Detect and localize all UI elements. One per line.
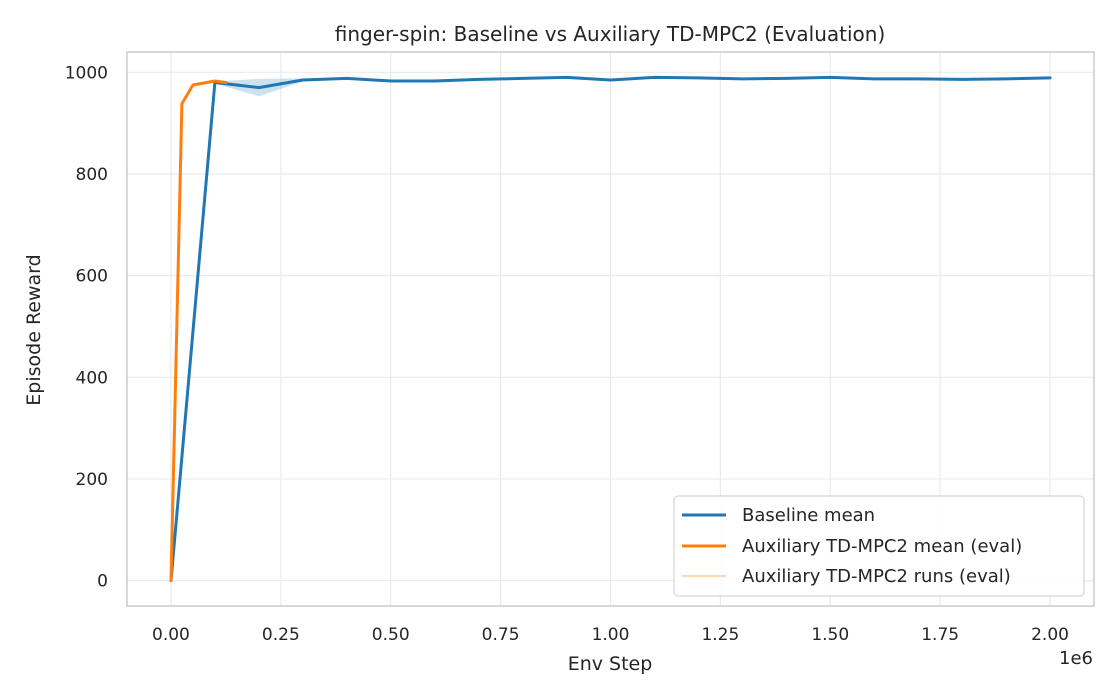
y-tick-label: 200 xyxy=(76,470,108,490)
x-tick-label: 1.00 xyxy=(592,625,630,645)
x-axis-ticks: 0.00 0.25 0.50 0.75 1.00 1.25 1.50 1.75 2.00 xyxy=(152,625,1069,645)
x-tick-label: 0.75 xyxy=(482,625,520,645)
baseline-mean-line xyxy=(169,75,1052,583)
x-tick-label: 1.25 xyxy=(701,625,739,645)
plot-frame xyxy=(126,51,1095,607)
x-tick-label: 1.75 xyxy=(921,625,959,645)
series-lines xyxy=(169,75,1052,583)
x-axis-scale-label: 1e6 xyxy=(1059,648,1093,669)
y-tick-label: 600 xyxy=(76,267,108,287)
x-tick-label: 0.50 xyxy=(372,625,410,645)
legend-label-aux-runs: Auxiliary TD-MPC2 runs (eval) xyxy=(742,566,1011,587)
x-tick-label: 0.00 xyxy=(152,625,190,645)
x-tick-label: 1.50 xyxy=(811,625,849,645)
x-axis-label: Env Step xyxy=(568,653,653,675)
x-tick-label: 2.00 xyxy=(1031,625,1069,645)
y-axis-ticks: 0 200 400 600 800 1000 xyxy=(65,63,108,591)
legend-label-baseline: Baseline mean xyxy=(742,505,875,526)
y-tick-label: 0 xyxy=(97,572,108,592)
legend-label-aux-mean: Auxiliary TD-MPC2 mean (eval) xyxy=(742,536,1022,557)
y-tick-label: 400 xyxy=(76,368,108,388)
legend: Baseline mean Auxiliary TD-MPC2 mean (ev… xyxy=(673,495,1085,597)
aux-mean-line xyxy=(169,79,228,583)
y-axis-label: Episode Reward xyxy=(23,254,45,405)
legend-box xyxy=(673,495,1085,597)
y-tick-label: 800 xyxy=(76,165,108,185)
chart-title: finger-spin: Baseline vs Auxiliary TD-MP… xyxy=(335,22,886,46)
y-tick-label: 1000 xyxy=(65,63,108,83)
x-tick-label: 0.25 xyxy=(262,625,300,645)
